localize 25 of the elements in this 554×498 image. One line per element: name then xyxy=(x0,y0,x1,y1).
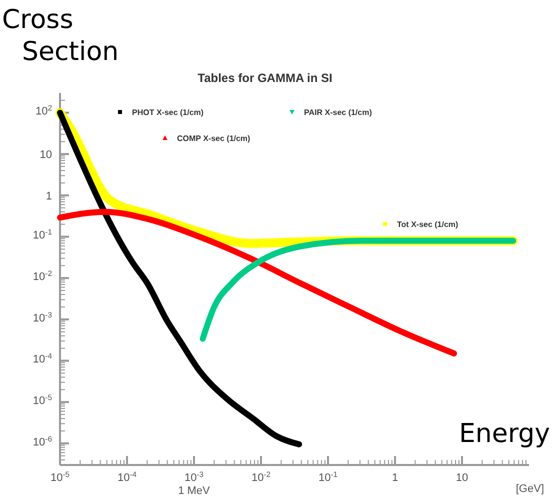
legend-label: Tot X-sec (1/cm) xyxy=(397,220,459,229)
x-tick-label: 10$^{-5}$ xyxy=(50,470,70,484)
chart-title: Tables for GAMMA in SI xyxy=(198,71,332,85)
legend-label: PAIR X-sec (1/cm) xyxy=(304,108,372,117)
y-tick-label: 10$^{-4}$ xyxy=(32,351,53,366)
text: 1 MeV xyxy=(178,485,211,497)
y-tick-label: 10$^{-6}$ xyxy=(32,434,52,448)
legend-label: COMP X-sec (1/cm) xyxy=(177,134,251,143)
x-tick-label: 10$^{-1}$ xyxy=(318,470,338,484)
y-tick-label: 10$^{-3}$ xyxy=(32,310,52,324)
x-tick-label: 10$^{-2}$ xyxy=(251,470,271,484)
y-tick-label: 10$^{2}$ xyxy=(35,103,52,118)
y-tick-label: 1 xyxy=(46,190,52,202)
annotation: Energy xyxy=(458,419,550,449)
y-tick-label: 10$^{-5}$ xyxy=(32,392,52,408)
x-tick-label: 10 xyxy=(456,472,468,484)
y-tick-label: 10$^{-1}$ xyxy=(32,227,52,242)
x-axis-title: [GeV] xyxy=(516,483,544,495)
legend-label: PHOT X-sec (1/cm) xyxy=(132,108,204,117)
y-axis-title: Cross Section xyxy=(2,5,119,67)
x-tick-label: 10$^{-3}$ xyxy=(184,470,204,484)
x-tick-label: 10$^{-4}$ xyxy=(117,470,138,484)
x-tick-label: 1 xyxy=(392,472,398,484)
y-tick-label: 10$^{-2}$ xyxy=(32,268,52,284)
y-tick-label: 10 xyxy=(40,149,52,162)
